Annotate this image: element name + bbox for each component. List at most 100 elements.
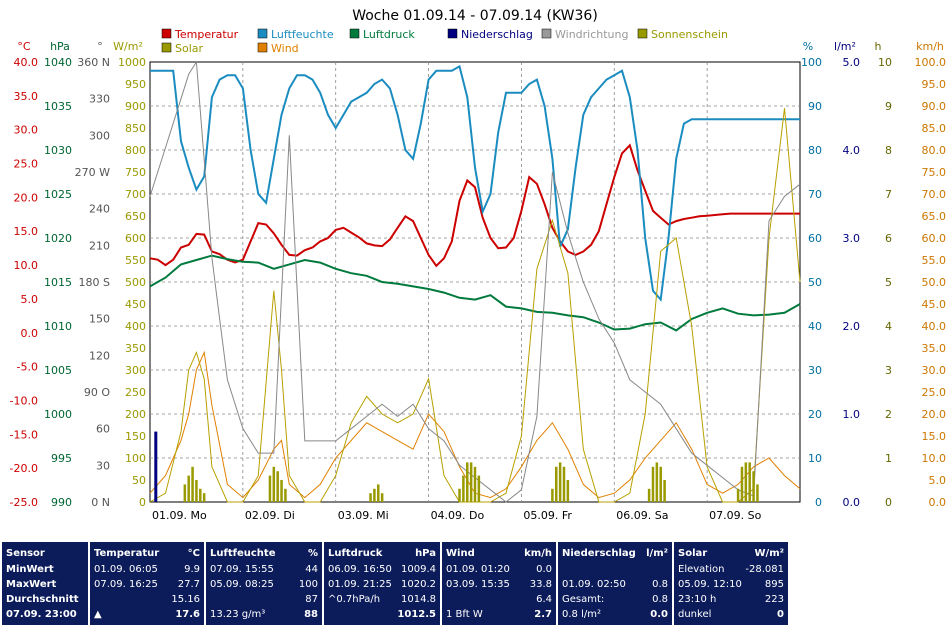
summary-cell-value: 0 [777,609,784,620]
solar-tick-label: 700 [125,188,146,201]
x-tick-label: 03.09. Mi [338,509,389,522]
summary-row: 01.09. 06:05 9.9 [90,562,204,577]
legend-label: Windrichtung [555,28,628,41]
temp-tick-label: 25.0 [14,158,39,171]
summary-cell-value: 0.0 [650,609,668,620]
x-tick-label: 06.09. Sa [616,509,668,522]
summary-cell-value: 87 [305,594,318,605]
winddir-tick-label: 360 N [77,56,110,69]
bar-sonnenschein [187,475,190,502]
sunhours-tick-label: 6 [885,232,892,245]
summary-header-label: Sensor [6,548,45,559]
axes: 01.09. Mo 02.09. Di 03.09. Mi 04.09. Do 05.0… [10,40,946,522]
temp-tick-label: 35.0 [14,90,39,103]
series-wind [149,350,801,499]
legend-label: Niederschlag [461,28,533,41]
wind-tick-label: 5.0 [929,474,947,487]
humidity-tick-label: 10 [808,452,822,465]
summary-column: Temperatur °C 01.09. 06:05 9.9 07.09. 16:25 2… [90,542,204,625]
bar-sonnenschein [276,471,279,502]
summary-cell-label: Elevation [678,564,725,575]
temp-tick-label: 0.0 [21,327,39,340]
summary-cell-value: 9.9 [184,564,200,575]
summary-header-label: Wind [446,548,475,559]
legend-label: Solar [175,42,204,55]
bar-sonnenschein [744,462,748,502]
winddir-tick-label: 180 S [79,276,110,289]
legend-swatch [161,42,172,53]
sunhours-tick-label: 8 [885,144,892,157]
summary-cell-label: 01.09. 01:20 [446,564,510,575]
bar-sonnenschein [380,493,384,502]
bar-sonnenschein [199,488,202,502]
summary-cell-label: 01.09. 21:25 [328,579,392,590]
wind-tick-label: 65.0 [922,210,947,223]
summary-row: 07.09. 23:00 [2,607,88,622]
legend-swatch [257,42,268,53]
wind-tick-label: 70.0 [922,188,947,201]
summary-cell-value: 1014.8 [401,594,436,605]
summary-cell-value: 6.4 [536,594,552,605]
summary-column: Luftfeuchte% 07.09. 15:55 44 05.09. 08:25 10… [206,542,322,625]
summary-cell-label: ^0.7hPa/h [328,594,381,605]
wind-tick-label: 50.0 [922,276,947,289]
legend-swatch [541,28,552,39]
summary-cell-value: 33.8 [529,579,552,590]
series-windrichtung [149,60,801,503]
summary-cell-label: 03.09. 15:35 [446,579,510,590]
summary-row: 05.09. 12:10 895 [674,577,788,592]
summary-cell-label: 01.09. 06:05 [94,564,158,575]
legend-label: Sonnenschein [651,28,728,41]
summary-header: Luftfeuchte% [206,546,322,561]
sunhours-tick-label: 9 [885,100,892,113]
rain-tick-label: 4.0 [843,144,861,157]
summary-cell-label: MaxWert [6,579,57,590]
legend-label: Temperatur [174,28,239,41]
summary-row: 05.09. 08:25 100 [206,577,322,592]
wind-tick-label: 60.0 [922,232,947,245]
legend-label: Luftdruck [363,28,415,41]
bar-sonnenschein [268,475,272,502]
solar-tick-label: 250 [125,386,146,399]
summary-header-label: Temperatur [94,548,160,559]
solar-tick-label: 900 [125,100,146,113]
summary-header: Niederschlag l/m² [558,546,672,561]
solar-tick-label: 150 [125,430,146,443]
bar-sonnenschein [555,466,558,502]
sunhours-tick-label: 1 [885,452,892,465]
wind-tick-label: 20.0 [922,408,947,421]
humidity-tick-label: 60 [808,232,822,245]
wind-tick-label: 75.0 [922,166,947,179]
summary-row: 01.09. 01:20 0.0 [442,562,556,577]
wind-unit-label: km/h [916,40,944,53]
bar-sonnenschein [473,466,477,502]
summary-row: 01.09. 21:25 1020.2 [324,577,440,592]
winddir-unit-label: ° [97,40,103,53]
bar-sonnenschein [458,488,461,502]
summary-cell-label: 05.09. 08:25 [210,579,274,590]
summary-column: Niederschlag l/m² 01.09. 02:50 0.8 Gesamt: 0.… [558,542,672,625]
solar-tick-label: 800 [125,144,146,157]
summary-row: Durchschnitt [2,592,88,607]
humidity-tick-label: 40 [808,320,822,333]
legend-swatch [161,28,172,39]
bar-sonnenschein [477,475,481,502]
bar-sonnenschein [651,466,655,502]
summary-header-unit: % [307,548,318,559]
summary-cell-value: -28.081 [745,564,784,575]
summary-row: ▲ 17.6 [90,607,204,622]
solar-tick-label: 100 [125,452,146,465]
pressure-tick-label: 1025 [44,188,72,201]
summary-header-unit: °C [187,548,200,559]
summary-cell-value: 100 [298,579,318,590]
summary-header-unit: W/m² [754,548,784,559]
summary-cell-label: dunkel [678,609,712,620]
bar-sonnenschein [284,488,287,502]
bar-sonnenschein [272,466,276,502]
summary-header-label: Niederschlag [562,548,636,559]
bar-sonnenschein [558,462,562,502]
rain-tick-label: 2.0 [843,320,861,333]
bar-sonnenschein [748,462,751,502]
solar-tick-label: 200 [125,408,146,421]
solar-tick-label: 50 [132,474,146,487]
